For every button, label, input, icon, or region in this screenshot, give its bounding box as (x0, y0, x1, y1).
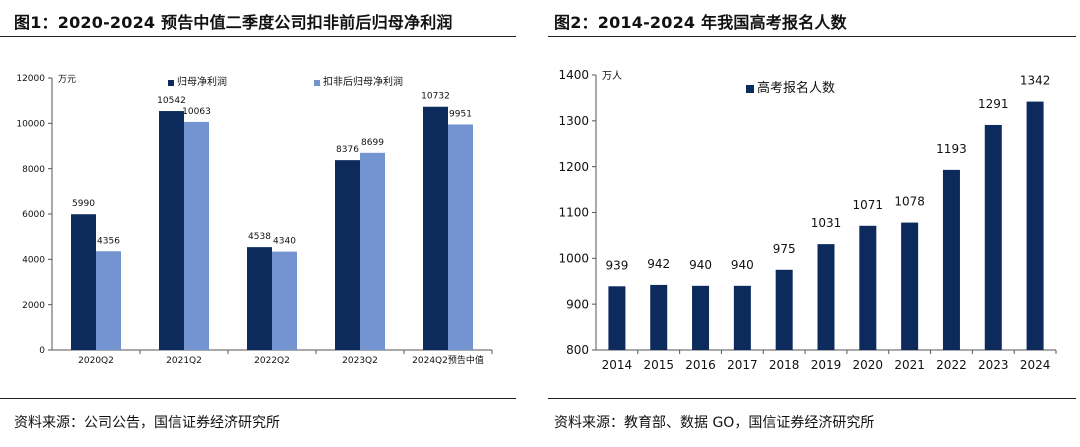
gaokao-bar-chart: 800 900 1000 1100 1200 1300 1400 万人 939 2014 942 20… (558, 68, 1057, 372)
bar-value-label: 8699 (361, 138, 384, 148)
bar-value-label: 940 (731, 258, 754, 272)
x-category-label: 2023Q2 (342, 356, 378, 366)
bar-value-label: 1078 (894, 195, 925, 209)
bar-value-label: 939 (605, 258, 628, 272)
bar-value-label: 940 (689, 258, 712, 272)
chart-title: 图2：2014-2024 年我国高考报名人数 (554, 13, 847, 32)
bar-value-label: 10732 (421, 92, 450, 102)
x-category-label: 2018 (769, 358, 800, 372)
bar-value-label: 1291 (978, 97, 1009, 111)
x-category-label: 2022 (936, 358, 967, 372)
x-category-label: 2014 (602, 358, 633, 372)
x-category-label: 2020 (853, 358, 884, 372)
bar (272, 251, 297, 350)
source-rule (548, 398, 1076, 399)
y-tick-label: 1400 (558, 68, 589, 82)
bar (859, 225, 877, 350)
y-tick-label: 1100 (558, 206, 589, 220)
y-tick-label: 1200 (558, 160, 589, 174)
chart-source: 资料来源：教育部、数据 GO，国信证券经济研究所 (554, 415, 875, 431)
bar-value-label: 10542 (157, 96, 186, 106)
bar (184, 121, 209, 350)
x-category-label: 2015 (643, 358, 674, 372)
legend-swatch (314, 80, 320, 86)
bar-value-label: 4356 (97, 236, 120, 246)
chart-panel-left: 图1：2020-2024 预告中值二季度公司扣非前后归母净利润 0 2000 400… (0, 0, 520, 447)
title-rule (548, 36, 1076, 37)
bar-value-label: 1071 (853, 198, 884, 212)
legend-label: 归母净利润 (177, 75, 227, 88)
profit-bar-chart: 0 2000 4000 6000 8000 10000 12000 万元 5990 4356 202… (16, 74, 493, 366)
y-tick-label: 6000 (22, 210, 45, 220)
bar (1026, 101, 1044, 350)
bar-value-label: 975 (773, 242, 796, 256)
x-category-label: 2022Q2 (254, 356, 290, 366)
y-tick-label: 0 (39, 346, 45, 356)
bar (448, 124, 473, 350)
x-category-label: 2017 (727, 358, 758, 372)
bar (159, 111, 184, 350)
chart-panel-right: 图2：2014-2024 年我国高考报名人数 800 900 1000 1100 120… (548, 0, 1080, 447)
legend-swatch (168, 80, 174, 86)
y-unit-label: 万人 (602, 70, 622, 82)
bar (692, 285, 710, 350)
y-tick-label: 900 (566, 297, 589, 311)
bar-value-label: 1193 (936, 142, 967, 156)
x-category-label: 2016 (685, 358, 716, 372)
bar (650, 284, 668, 350)
y-tick-label: 12000 (16, 74, 45, 84)
title-rule (0, 36, 516, 37)
y-tick-label: 1300 (558, 114, 589, 128)
legend-swatch (746, 85, 754, 93)
legend-label: 扣非后归母净利润 (323, 75, 403, 88)
y-tick-label: 1000 (558, 252, 589, 266)
x-category-label: 2021 (894, 358, 925, 372)
bar (942, 169, 960, 350)
bar-value-label: 9951 (449, 109, 472, 119)
x-category-label: 2020Q2 (78, 356, 114, 366)
bar-value-label: 10063 (182, 107, 211, 117)
bar (335, 160, 360, 350)
y-tick-label: 4000 (22, 255, 45, 265)
x-category-label: 2019 (811, 358, 842, 372)
bar-value-label: 5990 (72, 199, 95, 209)
bar-value-label: 4340 (273, 237, 296, 247)
y-unit-label: 万元 (58, 75, 76, 85)
bar (360, 152, 385, 350)
x-category-label: 2023 (978, 358, 1009, 372)
bar (984, 124, 1002, 350)
bar-value-label: 1342 (1020, 74, 1051, 88)
source-rule (0, 398, 516, 399)
bar-value-label: 4538 (248, 232, 271, 242)
y-tick-label: 8000 (22, 165, 45, 175)
bar (775, 269, 793, 350)
x-category-label: 2024Q2预告中值 (412, 354, 484, 366)
y-tick-label: 800 (566, 343, 589, 357)
bar-value-label: 942 (647, 257, 670, 271)
bar (423, 106, 448, 350)
y-tick-label: 10000 (16, 119, 45, 129)
bar (817, 244, 835, 350)
bar-value-label: 1031 (811, 216, 842, 230)
bar (608, 286, 626, 350)
y-tick-label: 2000 (22, 301, 45, 311)
bar (96, 251, 121, 350)
chart-title: 图1：2020-2024 预告中值二季度公司扣非前后归母净利润 (14, 13, 453, 32)
x-category-label: 2021Q2 (166, 356, 202, 366)
bar (901, 222, 919, 350)
legend-label: 高考报名人数 (757, 80, 835, 96)
x-category-label: 2024 (1020, 358, 1051, 372)
chart-source: 资料来源：公司公告，国信证券经济研究所 (14, 415, 280, 431)
bar (71, 214, 96, 350)
bar (247, 247, 272, 350)
bar (733, 285, 751, 350)
bar-value-label: 8376 (336, 145, 359, 155)
